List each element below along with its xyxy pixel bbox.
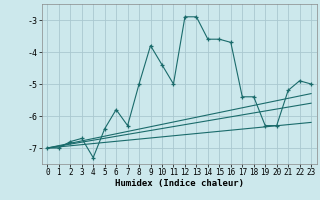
X-axis label: Humidex (Indice chaleur): Humidex (Indice chaleur)	[115, 179, 244, 188]
